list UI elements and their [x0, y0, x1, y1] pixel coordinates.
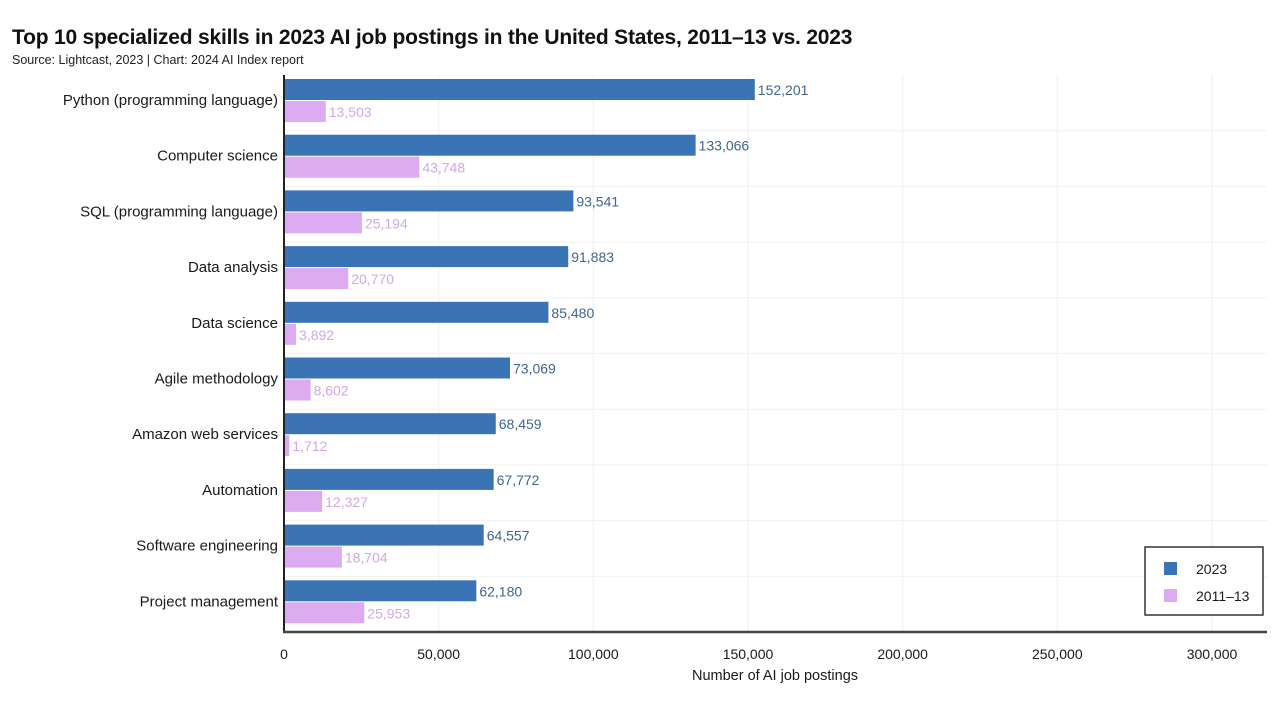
legend-label-2011-13: 2011–13	[1196, 588, 1250, 604]
category-label: Data science	[191, 315, 278, 332]
bar-2023	[284, 301, 549, 323]
value-label-2023: 68,459	[499, 416, 542, 432]
bar-2011-13	[284, 101, 326, 122]
value-label-2011-13: 8,602	[314, 383, 349, 399]
gridlines	[284, 75, 1267, 632]
bar-2011-13	[284, 490, 323, 512]
bar-2023	[284, 524, 484, 546]
bar-2011-13	[284, 602, 365, 624]
legend-label-2023: 2023	[1196, 561, 1227, 577]
category-label: Project management	[140, 593, 279, 610]
bar-2023	[284, 580, 477, 602]
bar-2011-13	[284, 379, 311, 401]
category-label: Agile methodology	[155, 371, 279, 388]
value-label-2023: 133,066	[699, 138, 750, 154]
bar-2011-13	[284, 156, 420, 178]
value-label-2023: 73,069	[513, 361, 556, 377]
category-label: Amazon web services	[132, 426, 278, 443]
value-label-2011-13: 3,892	[299, 327, 334, 343]
value-label-2023: 64,557	[487, 528, 530, 544]
x-tick-label: 0	[280, 646, 288, 662]
value-label-2023: 91,883	[571, 249, 614, 265]
bar-2011-13	[284, 435, 290, 457]
category-label: Data analysis	[188, 259, 278, 276]
x-tick-label: 100,000	[568, 646, 619, 662]
value-label-2011-13: 20,770	[351, 271, 394, 287]
bar-2011-13	[284, 546, 342, 568]
x-tick-label: 250,000	[1032, 646, 1083, 662]
bar-2023	[284, 190, 574, 212]
x-tick-label: 200,000	[877, 646, 928, 662]
bar-2011-13	[284, 268, 349, 290]
bar-2011-13	[284, 323, 297, 345]
x-tick-label: 300,000	[1187, 646, 1238, 662]
value-label-2011-13: 25,953	[367, 605, 410, 621]
category-label: Automation	[202, 482, 278, 499]
value-label-2011-13: 1,712	[292, 438, 327, 454]
category-label: SQL (programming language)	[80, 203, 278, 220]
value-label-2023: 93,541	[576, 193, 619, 209]
category-labels: Python (programming language) Computer sc…	[63, 92, 279, 610]
chart-title: Top 10 specialized skills in 2023 AI job…	[12, 26, 853, 49]
value-label-2011-13: 12,327	[325, 494, 368, 510]
x-tick-label: 50,000	[417, 646, 460, 662]
value-labels: 152,201 13,503 133,066 43,748 93,541 25,194 91…	[292, 82, 808, 621]
value-label-2023: 152,201	[758, 82, 809, 98]
value-label-2011-13: 18,704	[345, 550, 388, 566]
bars	[284, 79, 755, 624]
bar-2023	[284, 413, 496, 435]
chart-subtitle: Source: Lightcast, 2023 | Chart: 2024 AI…	[12, 53, 304, 67]
category-label: Software engineering	[136, 538, 278, 555]
x-tick-labels: 0 50,000 100,000 150,000 200,000 250,000 300,0…	[280, 646, 1237, 662]
value-label-2023: 62,180	[479, 583, 522, 599]
legend-swatch-2011-13	[1164, 589, 1177, 602]
value-label-2023: 85,480	[551, 305, 594, 321]
bar-2023	[284, 468, 494, 490]
legend-swatch-2023	[1164, 562, 1177, 575]
bar-2023	[284, 134, 696, 156]
bar-2023	[284, 79, 755, 100]
value-label-2011-13: 43,748	[422, 160, 465, 176]
legend: 2023 2011–13	[1144, 546, 1264, 616]
bar-2011-13	[284, 212, 362, 234]
value-label-2011-13: 25,194	[365, 215, 408, 231]
x-tick-label: 150,000	[723, 646, 774, 662]
legend-box	[1144, 546, 1264, 616]
value-label-2011-13: 13,503	[329, 104, 372, 120]
axes	[283, 75, 1267, 634]
category-label: Python (programming language)	[63, 92, 278, 109]
bar-2023	[284, 357, 511, 379]
category-label: Computer science	[157, 148, 278, 165]
x-axis-title: Number of AI job postings	[692, 668, 858, 684]
bar-2023	[284, 246, 569, 268]
value-label-2023: 67,772	[497, 472, 540, 488]
